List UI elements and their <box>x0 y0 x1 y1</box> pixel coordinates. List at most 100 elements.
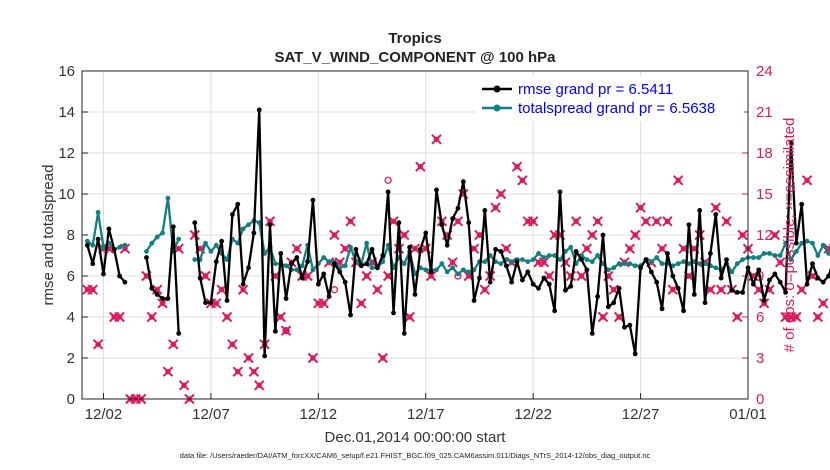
rmse-point <box>332 261 337 267</box>
obs-assimilated-point <box>490 202 501 213</box>
rmse-point <box>455 205 461 211</box>
chart-title: Tropics <box>388 30 441 47</box>
x-tick-label: 01/01 <box>729 406 767 423</box>
rmse-point <box>375 265 380 271</box>
rmse-point <box>326 294 332 299</box>
rmse-point <box>95 236 101 242</box>
obs-assimilated-point <box>329 229 340 241</box>
rmse-point <box>315 281 321 287</box>
obs-assimilated-stroke <box>715 284 727 295</box>
rmse-point <box>498 249 504 254</box>
rmse-point <box>224 298 230 303</box>
obs-assimilated-stroke <box>146 311 158 323</box>
rmse-point <box>761 298 767 303</box>
obs-assimilated-stroke <box>425 270 437 282</box>
rmse-point <box>192 220 198 226</box>
totalspread-point <box>595 253 601 258</box>
rmse-point <box>358 263 364 269</box>
obs-assimilated-stroke <box>307 352 319 364</box>
totalspread-point <box>160 230 165 236</box>
obs-assimilated-stroke <box>538 257 550 268</box>
rmse-point <box>396 220 402 226</box>
totalspread-point <box>734 261 740 267</box>
obs-assimilated-stroke <box>329 229 340 241</box>
rmse-point <box>665 251 670 256</box>
obs-assimilated-stroke <box>200 270 211 282</box>
right-y-tick-label: 6 <box>756 309 764 326</box>
rmse-point <box>240 281 246 287</box>
rmse-point <box>600 232 606 238</box>
rmse-point <box>605 304 611 310</box>
obs-assimilated-stroke <box>189 229 200 241</box>
rmse-point <box>670 273 676 279</box>
rmse-point <box>584 267 590 273</box>
rmse-point <box>299 275 305 281</box>
obs-assimilated-point <box>307 352 319 364</box>
obs-assimilated-point <box>162 366 174 377</box>
rmse-point <box>213 259 219 265</box>
totalspread-point <box>154 234 160 240</box>
obs-assimilated-stroke <box>758 298 770 309</box>
totalspread-point <box>826 251 830 256</box>
obs-assimilated-point <box>715 284 727 295</box>
rmse-point <box>154 292 160 297</box>
totalspread-point <box>364 240 370 246</box>
y-tick-label: 16 <box>58 63 75 80</box>
rmse-point <box>557 189 563 195</box>
obs-assimilated-stroke <box>232 366 243 377</box>
y-tick-label: 2 <box>67 350 75 367</box>
rmse-point <box>477 275 482 281</box>
totalspread-point <box>455 271 461 277</box>
x-tick-label: 12/22 <box>514 406 552 423</box>
y-tick-label: 0 <box>67 391 75 408</box>
totalspread-point <box>369 265 375 271</box>
obs-assimilated-stroke <box>479 284 491 295</box>
totalspread-point <box>272 261 278 267</box>
rmse-point <box>503 263 509 269</box>
rmse-point <box>541 275 547 281</box>
obs-assimilated-stroke <box>624 243 636 254</box>
rmse-point <box>777 279 783 285</box>
rmse-point <box>364 261 370 267</box>
rmse-point <box>589 331 595 336</box>
x-axis-label: Dec.01,2014 00:00:00 start <box>325 429 507 446</box>
obs-assimilated-stroke <box>796 284 807 295</box>
obs-assimilated-stroke <box>570 216 582 227</box>
obs-assimilated-stroke <box>420 243 431 254</box>
obs-assimilated-point <box>624 243 636 254</box>
totalspread-point <box>616 261 622 267</box>
obs-assimilated-stroke <box>356 298 367 309</box>
totalspread-point <box>761 251 767 256</box>
totalspread-point <box>654 255 660 260</box>
rmse-point <box>380 253 386 258</box>
totalspread-point <box>804 238 810 244</box>
obs-assimilated-stroke <box>672 175 684 186</box>
totalspread-point <box>777 253 783 258</box>
totalspread-point <box>326 259 332 265</box>
rmse-point <box>407 244 413 250</box>
obs-assimilated-stroke <box>517 175 528 186</box>
totalspread-point <box>460 267 466 273</box>
obs-assimilated-point <box>232 366 243 377</box>
rmse-point <box>369 246 375 252</box>
rmse-point <box>482 208 488 213</box>
obs-assimilated-point <box>221 311 233 323</box>
x-tick-label: 12/12 <box>300 406 338 423</box>
totalspread-point <box>444 269 450 275</box>
rmse-point <box>708 251 713 256</box>
totalspread-point <box>788 257 794 262</box>
totalspread-point <box>713 265 719 271</box>
rmse-point <box>101 271 106 277</box>
rmse-point <box>460 179 466 185</box>
totalspread-point <box>117 244 122 250</box>
obs-assimilated-point <box>710 202 721 213</box>
y-axis-label: rmse and totalspread <box>40 165 57 306</box>
obs-assimilated-stroke <box>721 216 732 227</box>
obs-assimilated-stroke <box>302 270 313 282</box>
rmse-point <box>208 300 214 306</box>
rmse-point <box>648 269 654 275</box>
obs-assimilated-point <box>667 284 679 295</box>
obs-assimilated-point <box>168 339 179 350</box>
totalspread-point <box>584 257 590 262</box>
obs-assimilated-stroke <box>372 284 383 295</box>
